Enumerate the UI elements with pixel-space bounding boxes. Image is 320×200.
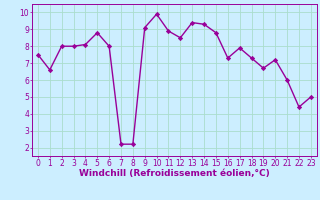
X-axis label: Windchill (Refroidissement éolien,°C): Windchill (Refroidissement éolien,°C) (79, 169, 270, 178)
